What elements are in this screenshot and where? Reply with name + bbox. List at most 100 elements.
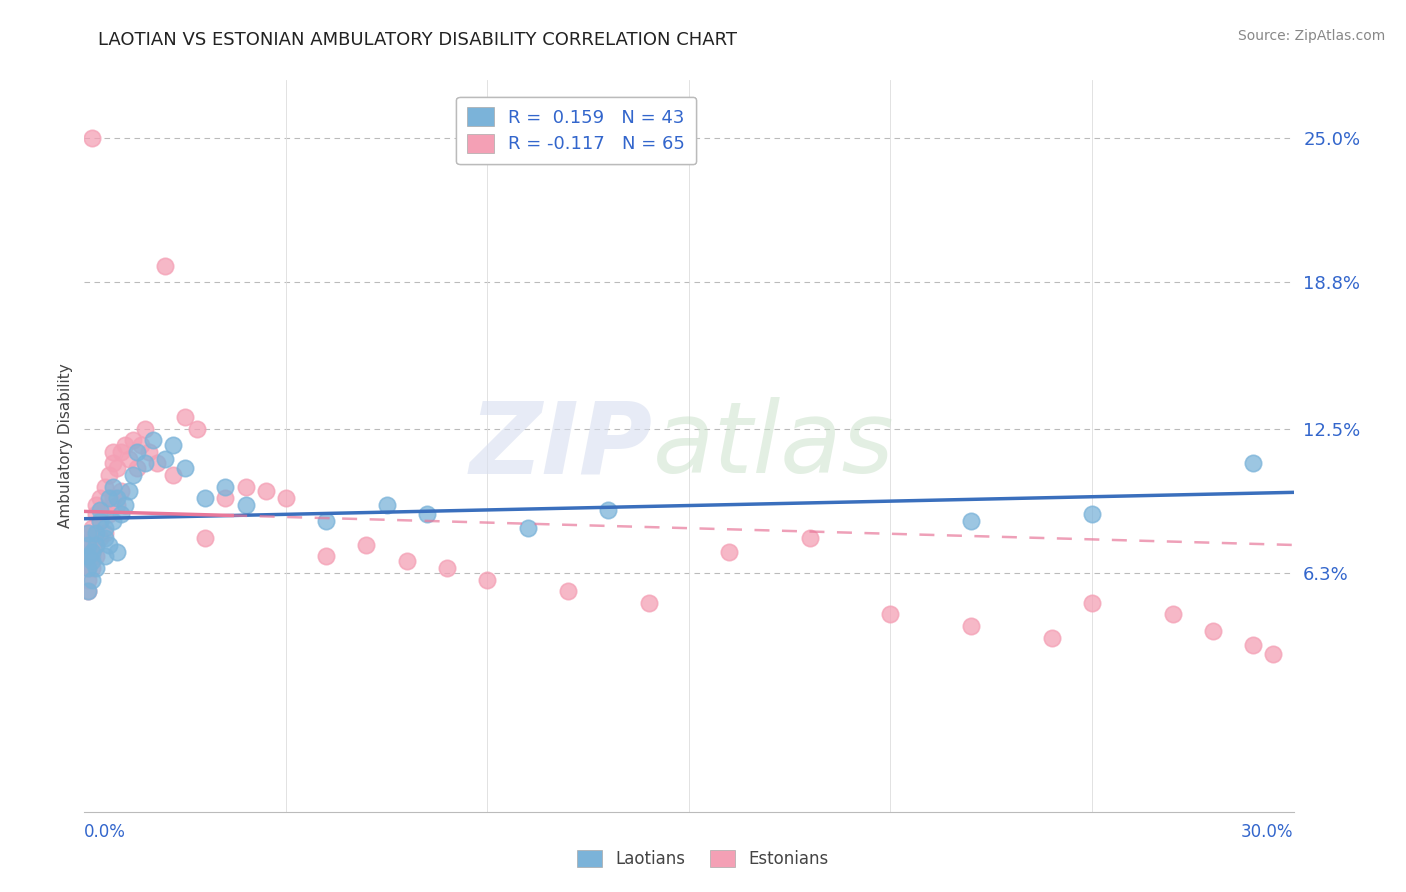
Point	[77, 573, 100, 587]
Point	[77, 549, 100, 564]
Point	[416, 508, 439, 522]
Point	[186, 421, 208, 435]
Point	[129, 438, 152, 452]
Point	[93, 521, 115, 535]
Point	[134, 421, 156, 435]
Point	[77, 526, 100, 541]
Point	[77, 584, 100, 599]
Point	[960, 515, 983, 529]
Point	[114, 498, 136, 512]
Point	[153, 451, 176, 466]
Point	[89, 531, 111, 545]
Point	[77, 554, 100, 568]
Point	[960, 619, 983, 633]
Point	[82, 554, 104, 568]
Legend: Laotians, Estonians: Laotians, Estonians	[571, 843, 835, 875]
Point	[86, 561, 108, 575]
Point	[118, 484, 141, 499]
Point	[1263, 647, 1285, 661]
Point	[82, 521, 104, 535]
Point	[77, 584, 100, 599]
Text: 0.0%: 0.0%	[84, 823, 127, 841]
Point	[516, 521, 538, 535]
Point	[82, 544, 104, 558]
Point	[101, 515, 124, 529]
Text: Source: ZipAtlas.com: Source: ZipAtlas.com	[1237, 29, 1385, 43]
Point	[93, 503, 115, 517]
Point	[879, 607, 901, 622]
Point	[125, 445, 148, 459]
Point	[162, 468, 184, 483]
Point	[86, 549, 108, 564]
Point	[86, 498, 108, 512]
Point	[194, 491, 217, 506]
Point	[97, 538, 120, 552]
Point	[162, 438, 184, 452]
Point	[97, 508, 120, 522]
Point	[101, 491, 124, 506]
Point	[77, 544, 100, 558]
Text: ZIP: ZIP	[470, 398, 652, 494]
Text: LAOTIAN VS ESTONIAN AMBULATORY DISABILITY CORRELATION CHART: LAOTIAN VS ESTONIAN AMBULATORY DISABILIT…	[98, 31, 737, 49]
Point	[395, 554, 418, 568]
Point	[77, 561, 100, 575]
Point	[1202, 624, 1225, 638]
Y-axis label: Ambulatory Disability: Ambulatory Disability	[58, 364, 73, 528]
Point	[1161, 607, 1184, 622]
Point	[214, 491, 236, 506]
Text: 30.0%: 30.0%	[1241, 823, 1294, 841]
Point	[1081, 508, 1104, 522]
Point	[93, 531, 115, 545]
Point	[82, 531, 104, 545]
Point	[477, 573, 499, 587]
Point	[86, 508, 108, 522]
Point	[110, 508, 132, 522]
Point	[101, 445, 124, 459]
Point	[598, 503, 620, 517]
Point	[718, 544, 741, 558]
Point	[77, 526, 100, 541]
Point	[77, 538, 100, 552]
Point	[110, 484, 132, 499]
Point	[375, 498, 398, 512]
Point	[118, 451, 141, 466]
Text: atlas: atlas	[652, 398, 894, 494]
Point	[637, 596, 659, 610]
Point	[105, 491, 128, 506]
Point	[114, 438, 136, 452]
Point	[105, 498, 128, 512]
Point	[1081, 596, 1104, 610]
Point	[89, 515, 111, 529]
Point	[77, 538, 100, 552]
Point	[315, 515, 337, 529]
Point	[121, 468, 143, 483]
Point	[356, 538, 378, 552]
Point	[1241, 457, 1264, 471]
Point	[97, 491, 120, 506]
Point	[93, 526, 115, 541]
Point	[82, 131, 104, 145]
Point	[82, 549, 104, 564]
Point	[274, 491, 297, 506]
Point	[77, 561, 100, 575]
Point	[101, 457, 124, 471]
Point	[1040, 631, 1063, 645]
Point	[254, 484, 277, 499]
Point	[557, 584, 579, 599]
Point	[82, 573, 104, 587]
Point	[89, 491, 111, 506]
Point	[125, 461, 148, 475]
Point	[101, 480, 124, 494]
Point	[436, 561, 458, 575]
Point	[174, 409, 197, 424]
Point	[121, 433, 143, 447]
Point	[142, 433, 165, 447]
Point	[82, 561, 104, 575]
Point	[146, 457, 169, 471]
Point	[93, 480, 115, 494]
Legend: R =  0.159   N = 43, R = -0.117   N = 65: R = 0.159 N = 43, R = -0.117 N = 65	[456, 96, 696, 164]
Point	[235, 498, 257, 512]
Point	[235, 480, 257, 494]
Point	[194, 531, 217, 545]
Point	[174, 461, 197, 475]
